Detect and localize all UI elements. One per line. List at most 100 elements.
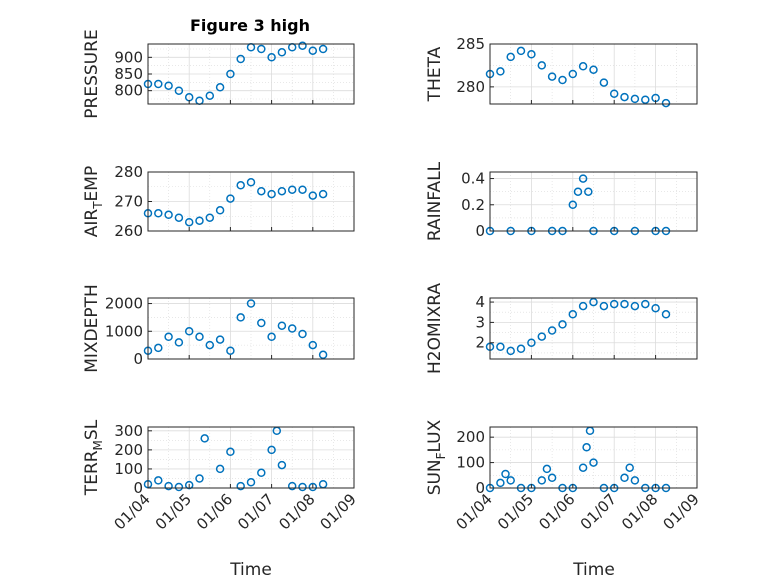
plot-area <box>490 172 697 231</box>
data-point <box>630 301 640 311</box>
data-point <box>236 181 245 190</box>
data-point <box>537 476 547 485</box>
y-axis-label: SUNFLUX <box>425 419 448 495</box>
data-point <box>506 52 515 62</box>
data-point <box>584 187 593 196</box>
data-point <box>195 216 204 225</box>
y-tick-label: 3 <box>475 313 485 331</box>
y-tick-label: 0.4 <box>461 170 485 188</box>
data-point <box>226 69 235 79</box>
x-tick-label: 01/09 <box>317 490 360 533</box>
data-point <box>620 473 629 483</box>
y-axis-label: AIRTEMP <box>82 166 105 237</box>
panel-3: 260 270 280 AIRTEMP <box>82 163 355 240</box>
data-point <box>226 346 235 355</box>
x-tick-label: 01/06 <box>535 490 578 533</box>
data-point <box>184 480 194 490</box>
y-tick-label: 200 <box>114 441 143 459</box>
x-tick-label: 01/05 <box>494 490 537 533</box>
data-point <box>589 297 598 307</box>
x-tick-label: 01/04 <box>111 490 154 533</box>
x-axis-label-right: Time <box>572 560 615 580</box>
x-tick-label: 01/06 <box>193 490 236 533</box>
y-tick-label: 270 <box>114 193 143 211</box>
data-point <box>195 332 204 342</box>
y-tick-label: 280 <box>456 78 485 96</box>
y-tick-label: 0 <box>133 350 143 368</box>
y-tick-label: 285 <box>456 35 485 53</box>
data-point <box>287 324 297 333</box>
data-point <box>267 332 276 342</box>
data-point <box>205 213 215 222</box>
data-point <box>200 434 209 443</box>
data-point <box>589 65 598 74</box>
data-point <box>547 473 557 483</box>
data-point <box>277 321 287 330</box>
data-point <box>215 83 225 92</box>
data-point <box>184 217 194 227</box>
y-tick-label: 300 <box>114 422 143 440</box>
data-point <box>506 476 515 485</box>
data-point <box>641 299 650 309</box>
data-point <box>257 318 266 328</box>
data-point <box>236 54 245 64</box>
y-tick-label: 850 <box>114 65 143 83</box>
data-point <box>308 482 318 492</box>
data-point <box>164 481 173 491</box>
data-point <box>174 338 184 347</box>
data-point <box>164 81 173 90</box>
data-point <box>625 463 634 472</box>
data-point <box>308 340 318 350</box>
data-point <box>318 44 328 54</box>
data-point <box>277 48 287 57</box>
data-point <box>558 75 567 85</box>
data-point <box>547 326 557 335</box>
data-point <box>496 67 505 76</box>
y-tick-label: 800 <box>114 82 143 100</box>
data-point <box>257 44 266 54</box>
panel-2: 280 285 THETA <box>425 35 698 108</box>
data-point <box>267 53 276 62</box>
x-tick-label: 01/09 <box>660 490 703 533</box>
data-point <box>298 185 307 194</box>
data-point <box>246 478 256 487</box>
data-point <box>226 447 235 457</box>
data-point <box>568 69 578 79</box>
data-point <box>154 343 163 353</box>
data-point <box>537 332 547 341</box>
data-point <box>620 92 629 102</box>
data-point <box>568 200 578 210</box>
data-point <box>195 474 204 483</box>
data-point <box>257 186 266 196</box>
x-tick-label: 01/08 <box>275 490 318 533</box>
x-tick-label: 01/07 <box>234 490 277 533</box>
data-point <box>651 303 660 313</box>
axes-box <box>489 43 698 105</box>
data-point <box>298 41 307 50</box>
y-tick-label: 900 <box>114 48 143 66</box>
data-point <box>174 482 184 492</box>
data-point <box>215 206 225 215</box>
y-tick-label: 2000 <box>105 295 143 313</box>
data-point <box>246 178 256 187</box>
y-tick-label: 260 <box>114 222 143 240</box>
data-point <box>516 46 526 56</box>
data-point <box>174 213 184 222</box>
data-point <box>298 482 307 492</box>
data-point <box>308 46 318 55</box>
data-point <box>164 332 173 342</box>
y-tick-label: 4 <box>475 293 485 311</box>
data-point <box>547 72 557 81</box>
y-axis-label: RAINFALL <box>425 161 445 241</box>
y-tick-label: 280 <box>114 163 143 181</box>
data-point <box>599 78 609 87</box>
data-point <box>501 469 510 479</box>
x-tick-label: 01/08 <box>618 490 661 533</box>
data-point <box>184 327 194 336</box>
figure-title: Figure 3 high <box>190 16 310 35</box>
data-point <box>277 460 287 470</box>
data-point <box>277 186 287 196</box>
